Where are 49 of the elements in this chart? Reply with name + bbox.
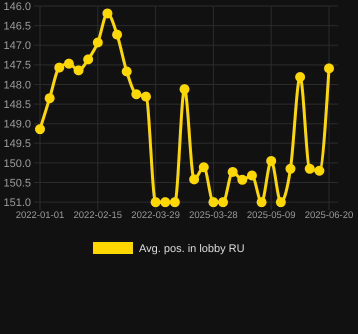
point [218, 197, 228, 208]
legend-label: Avg. pos. in lobby RU [139, 242, 245, 255]
x-tick-label: 2022-03-29 [131, 210, 180, 221]
y-tick-label: 150.5 [3, 177, 31, 190]
point [295, 72, 306, 82]
point [198, 162, 209, 172]
point [170, 197, 180, 208]
point [83, 54, 94, 64]
x-tick-label: 2025-05-09 [246, 210, 296, 221]
point [314, 166, 324, 176]
point [64, 58, 74, 69]
y-tick-label: 151.0 [3, 197, 31, 210]
point [237, 174, 248, 185]
point [180, 84, 190, 94]
point [246, 170, 257, 180]
y-tick-label: 148.5 [3, 98, 31, 111]
point [131, 89, 142, 100]
point [35, 124, 45, 134]
y-tick-label: 147.5 [3, 60, 31, 72]
point [285, 164, 296, 174]
x-tick-label: 2022-02-15 [73, 210, 122, 221]
point [208, 197, 218, 208]
point [256, 197, 267, 208]
point [92, 37, 103, 48]
point [266, 156, 276, 166]
y-tick-label: 146.0 [3, 0, 31, 13]
point [276, 197, 286, 208]
y-tick-label: 149.5 [3, 138, 31, 150]
point [189, 174, 200, 184]
point [54, 62, 64, 73]
y-tick-label: 150.0 [3, 158, 31, 170]
point [44, 93, 55, 104]
point [140, 92, 151, 102]
y-tick-label: 146.5 [3, 20, 31, 32]
point [324, 63, 334, 74]
x-tick-label: 2022-01-01 [16, 210, 64, 221]
point [150, 197, 161, 208]
point [112, 30, 122, 40]
y-tick-label: 149.0 [3, 118, 31, 131]
point [160, 197, 170, 208]
x-tick-label: 2025-06-20 [304, 210, 354, 221]
point [74, 65, 84, 76]
point [228, 166, 238, 177]
x-tick-label: 2025-03-28 [189, 210, 238, 221]
point [122, 66, 132, 77]
point [304, 164, 315, 174]
y-tick-label: 148.0 [3, 79, 31, 92]
y-tick-label: 147.0 [3, 40, 31, 52]
point [102, 8, 112, 18]
